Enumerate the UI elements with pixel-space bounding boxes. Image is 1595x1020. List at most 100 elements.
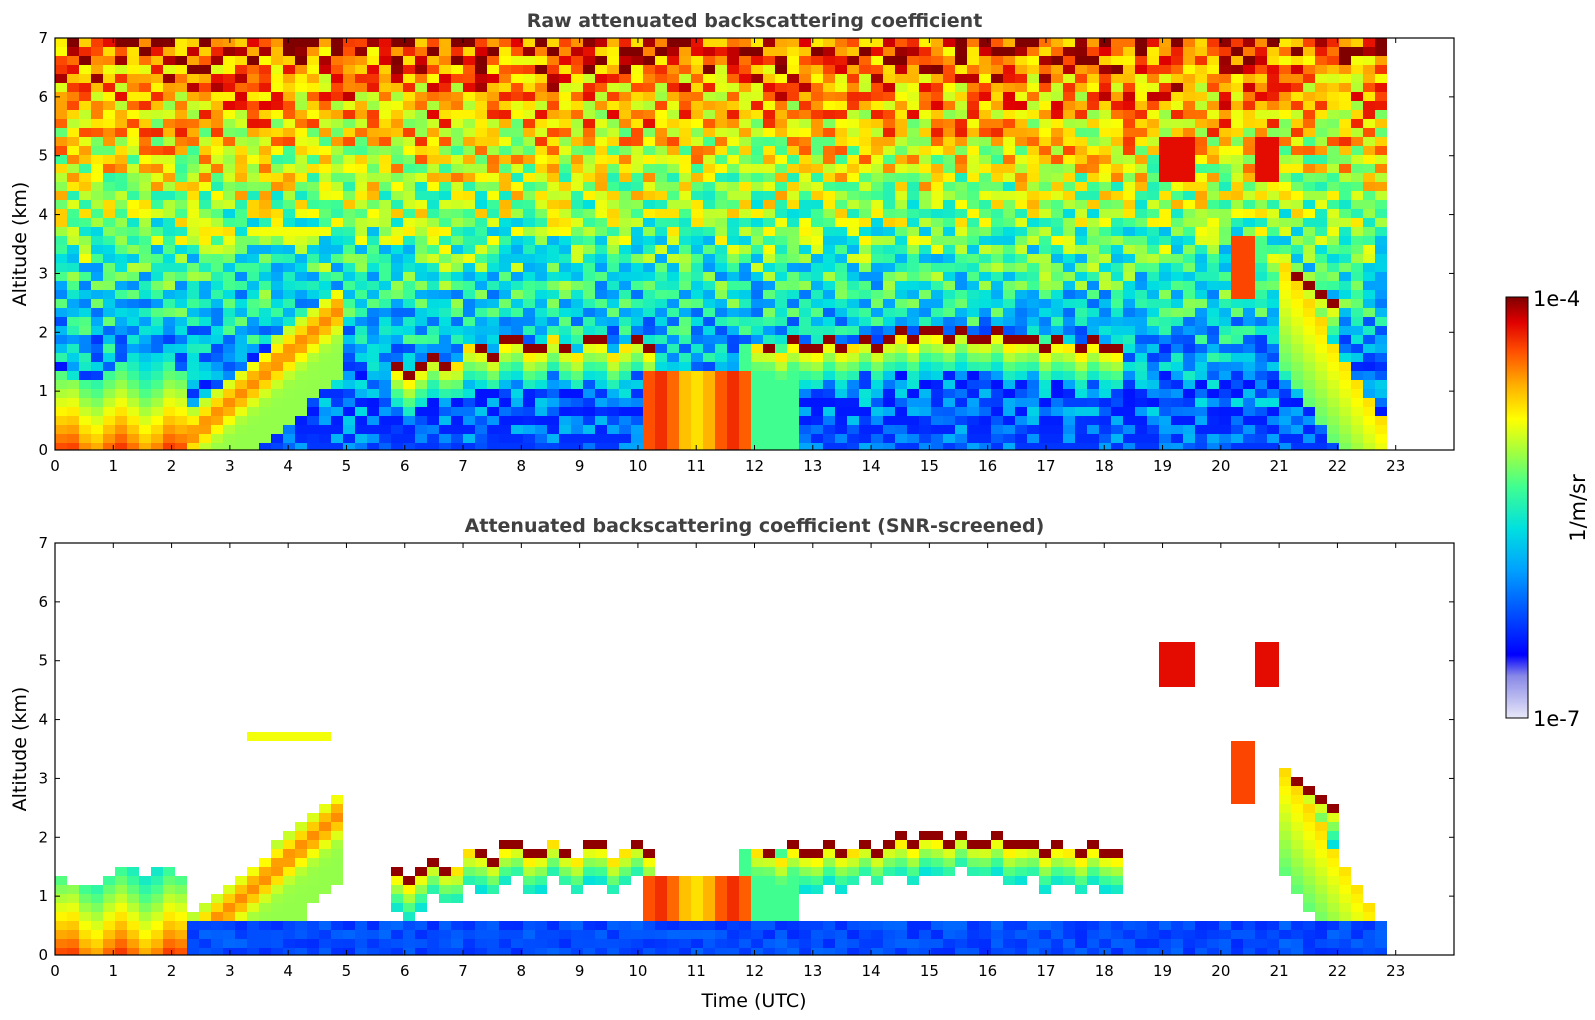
heatmap-cell [1123,164,1135,173]
heatmap-cell [1147,281,1159,290]
heatmap-cell [1243,92,1255,101]
heatmap-cell [475,218,487,227]
heatmap-cell [703,191,715,200]
heatmap-cell [463,263,475,272]
heatmap-cell [739,281,751,290]
heatmap-cell [463,362,475,371]
heatmap-cell [1075,209,1087,218]
heatmap-cell [1111,65,1123,74]
heatmap-cell [307,128,319,137]
heatmap-cell [619,200,631,209]
heatmap-cell [499,344,511,353]
heatmap-cell [1255,245,1267,254]
heatmap-cell [151,137,163,146]
heatmap-cell [631,362,643,371]
heatmap-cell [1303,317,1315,326]
heatmap-cell [319,416,331,425]
heatmap-cell [55,92,67,101]
heatmap-cell [775,281,787,290]
heatmap-cell [1147,254,1159,263]
heatmap-cell [823,65,835,74]
heatmap-cell [295,272,307,281]
heatmap-cell [727,137,739,146]
heatmap-cell [271,65,283,74]
heatmap-cell [223,200,235,209]
heatmap-cell [1135,317,1147,326]
heatmap-cell [1099,173,1111,182]
heatmap-cell [739,317,751,326]
heatmap-cell [619,146,631,155]
heatmap-cell [319,254,331,263]
heatmap-cell [343,155,355,164]
heatmap-cell [691,245,703,254]
heatmap-cell [571,164,583,173]
heatmap-cell [1207,281,1219,290]
heatmap-cell [1291,263,1303,272]
heatmap-cell [1327,137,1339,146]
heatmap-cell [1315,254,1327,263]
heatmap-cell [583,137,595,146]
heatmap-cell [1291,281,1303,290]
heatmap-cell [991,173,1003,182]
heatmap-cell [571,416,583,425]
heatmap-cell [991,200,1003,209]
heatmap-cell [583,47,595,56]
heatmap-cell [835,263,847,272]
heatmap-cell [1255,407,1267,416]
heatmap-cell [391,227,403,236]
heatmap-cell [1207,128,1219,137]
heatmap-cell [523,92,535,101]
heatmap-cell [607,290,619,299]
heatmap-cell [1015,398,1027,407]
heatmap-cell [331,47,343,56]
heatmap-cell [1159,227,1171,236]
heatmap-cell [883,56,895,65]
heatmap-cell [283,434,295,443]
heatmap-cell [451,56,463,65]
heatmap-cell [55,308,67,317]
heatmap-cell [391,389,403,398]
heatmap-cell [967,326,979,335]
heatmap-cell [187,308,199,317]
heatmap-cell [499,299,511,308]
heatmap-cell [187,65,199,74]
heatmap-cell [895,191,907,200]
heatmap-cell [595,362,607,371]
heatmap-cell [775,110,787,119]
heatmap-cell [67,398,79,407]
heatmap-cell [199,218,211,227]
heatmap-cell [715,155,727,164]
heatmap-cell [1075,425,1087,434]
heatmap-cell [703,38,715,47]
heatmap-cell [559,164,571,173]
heatmap-cell [1303,263,1315,272]
heatmap-cell [967,218,979,227]
heatmap-cell [139,137,151,146]
heatmap-cell [163,263,175,272]
heatmap-cell [1063,344,1075,353]
heatmap-cell [115,389,127,398]
heatmap-cell [727,434,739,443]
heatmap-cell [943,335,955,344]
heatmap-cell [1111,362,1123,371]
heatmap-cell [67,146,79,155]
heatmap-cell [259,227,271,236]
heatmap-cell [247,173,259,182]
heatmap-cell [871,263,883,272]
heatmap-cell [523,425,535,434]
heatmap-cell [619,245,631,254]
heatmap-cell [1315,362,1327,371]
heatmap-cell [547,371,559,380]
heatmap-cell [223,173,235,182]
heatmap-cell [835,200,847,209]
heatmap-cell [1231,218,1243,227]
heatmap-cell [739,443,751,450]
heatmap-cell [727,191,739,200]
heatmap-cell [247,56,259,65]
heatmap-cell [259,173,271,182]
heatmap-cell [991,434,1003,443]
heatmap-cell [1279,362,1291,371]
heatmap-cell [247,371,259,380]
heatmap-cell [1255,47,1267,56]
heatmap-cell [1207,47,1219,56]
